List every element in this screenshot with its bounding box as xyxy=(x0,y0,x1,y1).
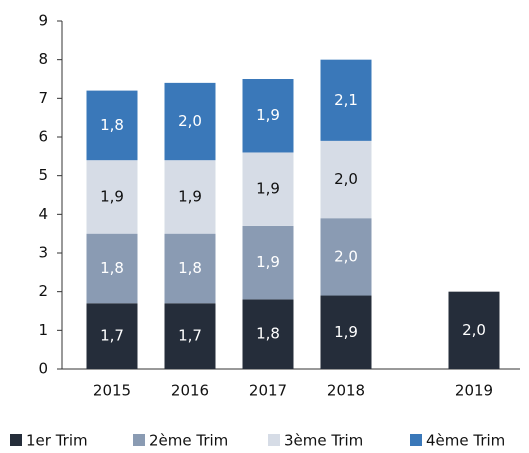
data-label: 1,9 xyxy=(334,323,358,341)
data-label: 1,8 xyxy=(100,116,124,134)
bar-segment xyxy=(86,160,138,234)
y-tick-label: 7 xyxy=(38,89,48,107)
x-tick-label: 2015 xyxy=(93,382,131,400)
y-tick-label: 2 xyxy=(38,282,48,300)
bar-segment xyxy=(242,225,294,300)
data-label: 1,9 xyxy=(256,253,280,271)
data-label: 1,9 xyxy=(100,187,124,205)
legend-label: 2ème Trim xyxy=(149,432,228,450)
data-label: 1,7 xyxy=(178,327,202,345)
bar-segment xyxy=(164,160,216,234)
bar-segment xyxy=(242,152,294,226)
y-tick-label: 5 xyxy=(38,166,48,184)
data-label: 2,0 xyxy=(462,321,486,339)
legend-label: 1er Trim xyxy=(26,432,88,450)
bar-segment xyxy=(164,233,216,304)
legend-swatch xyxy=(410,434,422,446)
data-label: 1,9 xyxy=(178,187,202,205)
bar-segment xyxy=(320,218,372,296)
legend-label: 3ème Trim xyxy=(284,432,363,450)
legend-label: 4ème Trim xyxy=(426,432,505,450)
legend-swatch xyxy=(133,434,145,446)
data-label: 2,1 xyxy=(334,91,358,109)
y-tick-label: 1 xyxy=(38,321,48,339)
legend-swatch xyxy=(10,434,22,446)
x-tick-label: 2018 xyxy=(327,382,365,400)
x-tick-label: 2016 xyxy=(171,382,209,400)
bar-segment xyxy=(242,299,294,369)
x-tick-label: 2019 xyxy=(455,382,493,400)
legend-swatch xyxy=(268,434,280,446)
data-label: 1,8 xyxy=(100,259,124,277)
y-tick-label: 8 xyxy=(38,50,48,68)
bar-segment xyxy=(242,79,294,153)
bar-segment xyxy=(86,303,138,369)
data-label: 1,8 xyxy=(178,259,202,277)
bar-segment xyxy=(164,303,216,369)
y-tick-label: 6 xyxy=(38,128,48,146)
x-tick-label: 2017 xyxy=(249,382,287,400)
y-tick-label: 9 xyxy=(38,12,48,30)
data-label: 1,8 xyxy=(256,325,280,343)
bar-segment xyxy=(448,291,500,369)
data-label: 2,0 xyxy=(334,170,358,188)
data-label: 1,7 xyxy=(100,327,124,345)
y-tick-label: 4 xyxy=(38,205,48,223)
bar-segment xyxy=(320,295,372,369)
bar-segment xyxy=(86,233,138,304)
bar-segment xyxy=(86,90,138,161)
y-tick-label: 3 xyxy=(38,244,48,262)
data-label: 1,9 xyxy=(256,180,280,198)
bar-segment xyxy=(320,59,372,141)
bar-segment xyxy=(164,82,216,161)
data-label: 2,0 xyxy=(178,112,202,130)
data-label: 1,9 xyxy=(256,106,280,124)
bar-segment xyxy=(320,140,372,219)
y-tick-label: 0 xyxy=(38,360,48,378)
data-label: 2,0 xyxy=(334,247,358,265)
